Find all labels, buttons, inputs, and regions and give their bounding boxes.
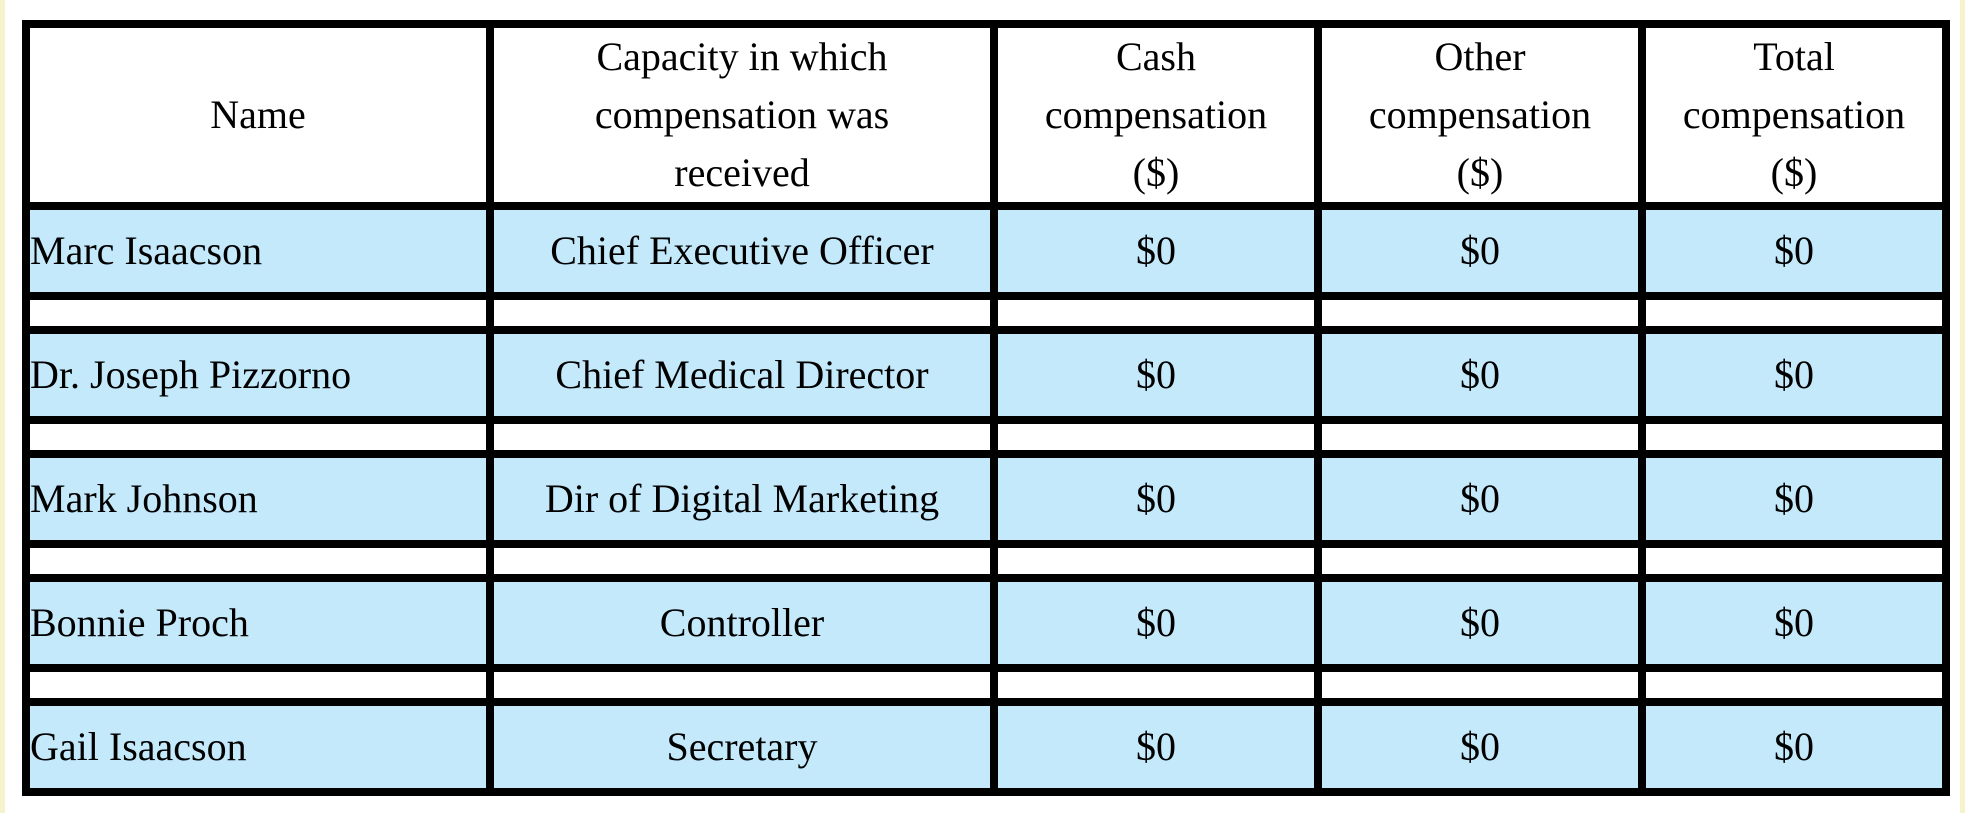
cell-capacity: Secretary <box>494 705 990 788</box>
page-edge-right <box>1960 0 1965 813</box>
header-cash-line: compensation <box>1044 92 1268 137</box>
header-total-line: compensation <box>1682 92 1906 137</box>
cell-other: $0 <box>1322 705 1638 788</box>
cell-name: Marc Isaacson <box>30 210 486 293</box>
spacer-cell <box>30 671 486 698</box>
header-other: Other compensation ($) <box>1322 28 1638 202</box>
cell-other: $0 <box>1322 333 1638 417</box>
spacer-cell <box>30 300 486 326</box>
spacer-row <box>30 424 1942 450</box>
spacer-row <box>30 300 1942 326</box>
cell-capacity: Chief Medical Director <box>494 333 990 417</box>
header-name-label: Name <box>210 92 306 137</box>
compensation-table-container: Name Capacity in which compensation was … <box>22 20 1950 796</box>
cell-other: $0 <box>1322 457 1638 540</box>
cell-name: Gail Isaacson <box>30 705 486 788</box>
header-total-line: ($) <box>1770 150 1818 195</box>
header-capacity: Capacity in which compensation was recei… <box>494 28 990 202</box>
spacer-cell <box>494 300 990 326</box>
table-row: Bonnie Proch Controller $0 $0 $0 <box>30 581 1942 664</box>
cell-name: Mark Johnson <box>30 457 486 540</box>
cell-capacity: Chief Executive Officer <box>494 210 990 293</box>
cell-capacity: Controller <box>494 581 990 664</box>
spacer-cell <box>1322 671 1638 698</box>
spacer-cell <box>30 424 486 450</box>
spacer-row <box>30 671 1942 698</box>
spacer-cell <box>1322 548 1638 574</box>
spacer-cell <box>1646 671 1942 698</box>
cell-name: Bonnie Proch <box>30 581 486 664</box>
cell-cash: $0 <box>998 333 1314 417</box>
header-capacity-line: Capacity in which <box>596 34 888 79</box>
spacer-cell <box>1646 424 1942 450</box>
page-edge-left <box>0 0 5 813</box>
spacer-cell <box>998 671 1314 698</box>
cell-total: $0 <box>1646 333 1942 417</box>
compensation-table: Name Capacity in which compensation was … <box>22 20 1950 796</box>
header-row: Name Capacity in which compensation was … <box>30 28 1942 202</box>
table-row: Gail Isaacson Secretary $0 $0 $0 <box>30 705 1942 788</box>
spacer-cell <box>1322 424 1638 450</box>
header-other-line: ($) <box>1456 150 1504 195</box>
spacer-cell <box>30 548 486 574</box>
cell-total: $0 <box>1646 210 1942 293</box>
spacer-cell <box>998 548 1314 574</box>
cell-capacity: Dir of Digital Marketing <box>494 457 990 540</box>
cell-cash: $0 <box>998 581 1314 664</box>
spacer-cell <box>1646 300 1942 326</box>
cell-other: $0 <box>1322 210 1638 293</box>
header-cash-line: Cash <box>1116 34 1196 79</box>
spacer-cell <box>1646 548 1942 574</box>
header-total-line: Total <box>1753 34 1835 79</box>
spacer-cell <box>1322 300 1638 326</box>
spacer-cell <box>998 424 1314 450</box>
table-row: Mark Johnson Dir of Digital Marketing $0… <box>30 457 1942 540</box>
header-capacity-line: received <box>674 150 810 195</box>
cell-cash: $0 <box>998 210 1314 293</box>
spacer-cell <box>494 671 990 698</box>
table-row: Dr. Joseph Pizzorno Chief Medical Direct… <box>30 333 1942 417</box>
cell-total: $0 <box>1646 457 1942 540</box>
spacer-cell <box>494 548 990 574</box>
header-name: Name <box>30 28 486 202</box>
header-cash-line: ($) <box>1132 150 1180 195</box>
cell-other: $0 <box>1322 581 1638 664</box>
spacer-cell <box>494 424 990 450</box>
header-cash: Cash compensation ($) <box>998 28 1314 202</box>
spacer-row <box>30 548 1942 574</box>
cell-total: $0 <box>1646 705 1942 788</box>
cell-total: $0 <box>1646 581 1942 664</box>
cell-cash: $0 <box>998 457 1314 540</box>
cell-cash: $0 <box>998 705 1314 788</box>
spacer-cell <box>998 300 1314 326</box>
cell-name: Dr. Joseph Pizzorno <box>30 333 486 417</box>
header-total: Total compensation ($) <box>1646 28 1942 202</box>
header-other-line: Other <box>1434 34 1526 79</box>
header-capacity-line: compensation was <box>594 92 890 137</box>
table-row: Marc Isaacson Chief Executive Officer $0… <box>30 210 1942 293</box>
header-other-line: compensation <box>1368 92 1592 137</box>
